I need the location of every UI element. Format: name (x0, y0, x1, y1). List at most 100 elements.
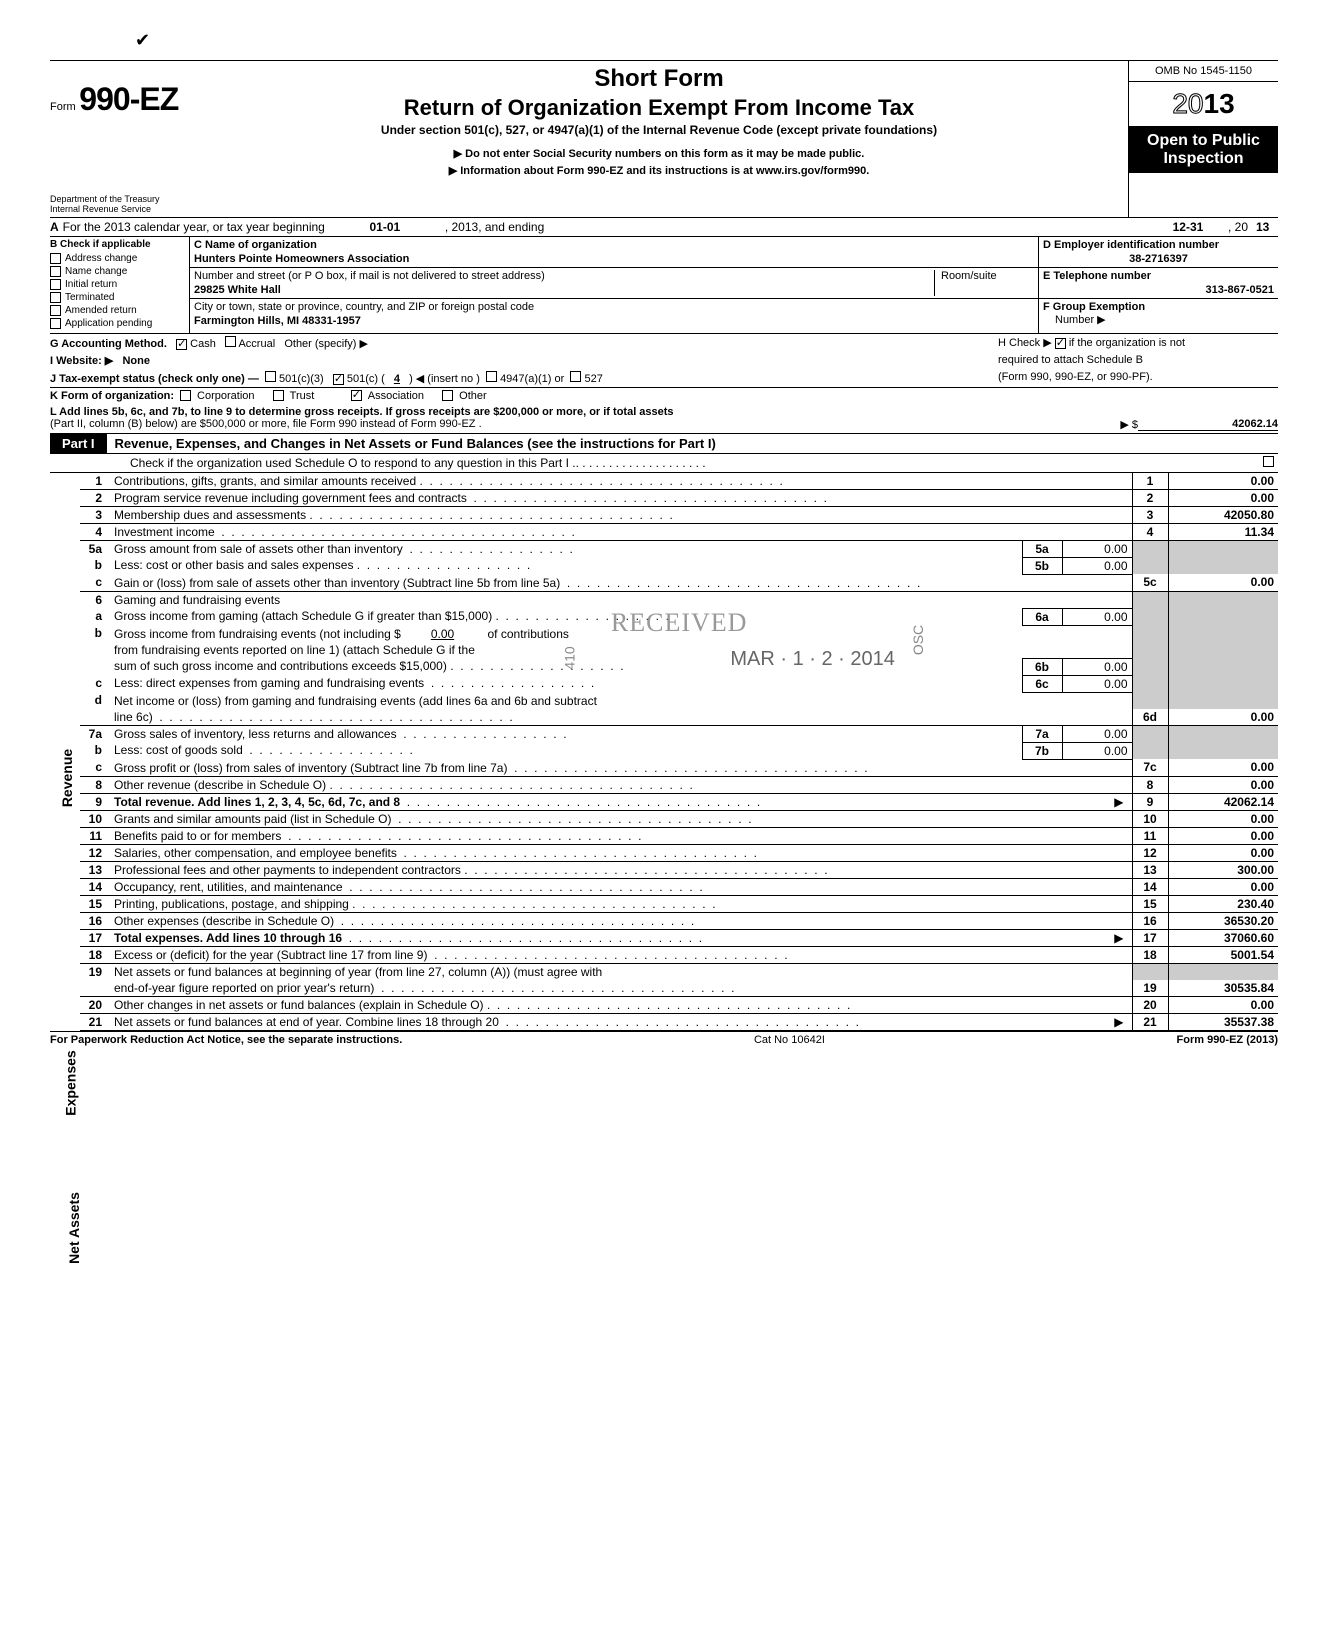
col-b: B Check if applicable Address changeName… (50, 237, 190, 333)
short-form-label: Short Form (198, 65, 1120, 93)
line-5b: b Less: cost or other basis and sales ex… (80, 557, 1278, 574)
checkbox-corp[interactable] (180, 390, 191, 401)
checkbox[interactable] (50, 292, 61, 303)
line-6a: a Gross income from gaming (attach Sched… (80, 608, 1278, 625)
line-4: 4 Investment income . . . . . . . . . . … (80, 523, 1278, 540)
line-8: 8 Other revenue (describe in Schedule O)… (80, 776, 1278, 793)
line-10: 10 Grants and similar amounts paid (list… (80, 810, 1278, 827)
checkbox-527[interactable] (570, 371, 581, 382)
warn1: ▶ Do not enter Social Security numbers o… (198, 147, 1120, 160)
line-1: 1 Contributions, gifts, grants, and simi… (80, 473, 1278, 490)
side-label-revenue: Revenue (59, 749, 75, 807)
form-header: Form 990-EZ Short Form Return of Organiz… (50, 60, 1278, 181)
line-5c: c Gain or (loss) from sale of assets oth… (80, 574, 1278, 591)
ein: 38-2716397 (1043, 253, 1274, 265)
checkbox-label: Amended return (65, 305, 137, 316)
checkbox-501c[interactable] (333, 374, 344, 385)
line-6b: sum of such gross income and contributio… (80, 658, 1278, 675)
checkbox-row: Name change (50, 266, 189, 277)
line-18: 18 Excess or (deficit) for the year (Sub… (80, 946, 1278, 963)
period-yy: 13 (1248, 220, 1278, 234)
part1-check-row: Check if the organization used Schedule … (50, 454, 1278, 473)
checkbox-row: Initial return (50, 279, 189, 290)
part1-table: 1 Contributions, gifts, grants, and simi… (80, 473, 1278, 1031)
row-j: J Tax-exempt status (check only one) — 5… (50, 369, 1278, 388)
row-i: I Website: ▶ None required to attach Sch… (50, 352, 1278, 369)
footer-left: For Paperwork Reduction Act Notice, see … (50, 1034, 402, 1046)
omb-number: OMB No 1545-1150 (1129, 61, 1278, 82)
form-number-block: Form 990-EZ (50, 61, 190, 181)
checkbox-cash[interactable] (176, 339, 187, 350)
line-21: 21 Net assets or fund balances at end of… (80, 1013, 1278, 1030)
checkbox-accrual[interactable] (225, 336, 236, 347)
line-12: 12 Salaries, other compensation, and emp… (80, 844, 1278, 861)
checkbox-501c3[interactable] (265, 371, 276, 382)
line-19: end-of-year figure reported on prior yea… (80, 980, 1278, 997)
gross-receipts: 42062.14 (1138, 418, 1278, 431)
col-d: D Employer identification number 38-2716… (1038, 237, 1278, 333)
line-a: A For the 2013 calendar year, or tax yea… (50, 218, 1278, 237)
org-name: Hunters Pointe Homeowners Association (194, 253, 1034, 265)
checkbox[interactable] (50, 279, 61, 290)
footer-mid: Cat No 10642I (754, 1034, 825, 1046)
line-16: 16 Other expenses (describe in Schedule … (80, 912, 1278, 929)
title-block: Short Form Return of Organization Exempt… (190, 61, 1128, 181)
open-to-public: Open to Public Inspection (1129, 126, 1278, 173)
checkbox-row: Terminated (50, 292, 189, 303)
scan-mark: ✔ (135, 30, 150, 51)
line-15: 15 Printing, publications, postage, and … (80, 895, 1278, 912)
line-20: 20 Other changes in net assets or fund b… (80, 996, 1278, 1013)
checkbox-label: Application pending (65, 318, 152, 329)
line-9: 9 Total revenue. Add lines 1, 2, 3, 4, 5… (80, 793, 1278, 810)
row-l: L Add lines 5b, 6c, and 7b, to line 9 to… (50, 404, 1278, 433)
checkbox-row: Amended return (50, 305, 189, 316)
line-2: 2 Program service revenue including gove… (80, 489, 1278, 506)
telephone: 313-867-0521 (1043, 284, 1274, 296)
checkbox-label: Initial return (65, 279, 117, 290)
form-prefix: Form (50, 101, 76, 113)
tax-year: 2013 (1129, 82, 1278, 126)
section-bcd: B Check if applicable Address changeName… (50, 237, 1278, 334)
col-c: C Name of organization Hunters Pointe Ho… (190, 237, 1038, 333)
checkbox-schedule-o[interactable] (1263, 456, 1274, 467)
subtitle: Under section 501(c), 527, or 4947(a)(1)… (198, 123, 1120, 137)
checkbox-4947[interactable] (486, 371, 497, 382)
checkbox-trust[interactable] (273, 390, 284, 401)
part1-header: Part I Revenue, Expenses, and Changes in… (50, 433, 1278, 454)
right-box: OMB No 1545-1150 2013 Open to Public Ins… (1128, 61, 1278, 181)
row-g-h: G Accounting Method. Cash Accrual Other … (50, 334, 1278, 352)
line-14: 14 Occupancy, rent, utilities, and maint… (80, 878, 1278, 895)
dept-block: Department of the Treasury Internal Reve… (50, 181, 190, 217)
footer-right: Form 990-EZ (2013) (1177, 1034, 1278, 1046)
side-label-netassets: Net Assets (66, 1192, 82, 1264)
checkbox-label: Terminated (65, 292, 114, 303)
checkbox-label: Name change (65, 266, 127, 277)
line-17: 17 Total expenses. Add lines 10 through … (80, 929, 1278, 946)
checkbox-row: Application pending (50, 318, 189, 329)
website: None (122, 355, 150, 367)
checkbox-row: Address change (50, 253, 189, 264)
checkbox-assoc[interactable] (351, 390, 362, 401)
period-begin: 01-01 (325, 220, 445, 234)
line-3: 3 Membership dues and assessments . . . … (80, 506, 1278, 523)
warn2: ▶ Information about Form 990-EZ and its … (198, 164, 1120, 177)
org-city: Farmington Hills, MI 48331-1957 (194, 315, 1034, 327)
main-title: Return of Organization Exempt From Incom… (198, 95, 1120, 121)
period-end: 12-31 (1148, 220, 1228, 234)
line-text: b Gross income from fundraising events (… (80, 625, 1278, 642)
checkbox[interactable] (50, 305, 61, 316)
line-6d-a: dNet income or (loss) from gaming and fu… (80, 692, 1278, 709)
part1-tag: Part I (50, 434, 107, 453)
form-number: 990-EZ (79, 81, 178, 117)
part1-title: Revenue, Expenses, and Changes in Net As… (107, 436, 716, 451)
checkbox-h[interactable] (1055, 338, 1066, 349)
checkbox[interactable] (50, 266, 61, 277)
checkbox[interactable] (50, 253, 61, 264)
checkbox[interactable] (50, 318, 61, 329)
line-13: 13 Professional fees and other payments … (80, 861, 1278, 878)
checkbox-other[interactable] (442, 390, 453, 401)
row-k: K Form of organization: Corporation Trus… (50, 388, 1278, 404)
line-7c: c Gross profit or (loss) from sales of i… (80, 759, 1278, 776)
line-text: from fundraising events reported on line… (80, 642, 1278, 659)
line-text: 19 Net assets or fund balances at beginn… (80, 963, 1278, 980)
